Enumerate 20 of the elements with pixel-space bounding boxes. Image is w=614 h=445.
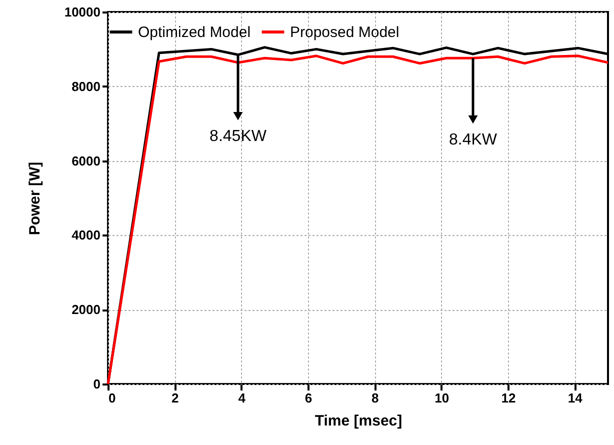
y-axis-title: Power [W] — [26, 162, 44, 236]
x-tick-label: 0 — [108, 390, 116, 406]
legend-label: Proposed Model — [290, 24, 400, 41]
x-tick-label: 14 — [568, 390, 584, 406]
y-tick-label: 0 — [93, 376, 100, 392]
y-tick-label: 10000 — [64, 4, 100, 20]
y-tick-label: 2000 — [72, 302, 100, 318]
x-tick-label: 8 — [372, 390, 379, 406]
y-tick-label: 8000 — [72, 78, 100, 94]
x-axis-title: Time [msec] — [314, 412, 402, 430]
y-tick-label: 4000 — [72, 228, 100, 243]
annotation: 8.4KW — [448, 132, 498, 149]
x-tick-label: 4 — [238, 390, 246, 406]
legend-label: Optimized Model — [138, 24, 251, 41]
x-tick-label: 2 — [172, 390, 179, 406]
x-tick-label: 6 — [304, 390, 312, 406]
x-tick-label: 12 — [501, 390, 516, 406]
annotation: 8.45KW — [210, 128, 268, 146]
y-tick-label: 6000 — [72, 153, 100, 168]
x-tick-label: 10 — [434, 390, 450, 406]
